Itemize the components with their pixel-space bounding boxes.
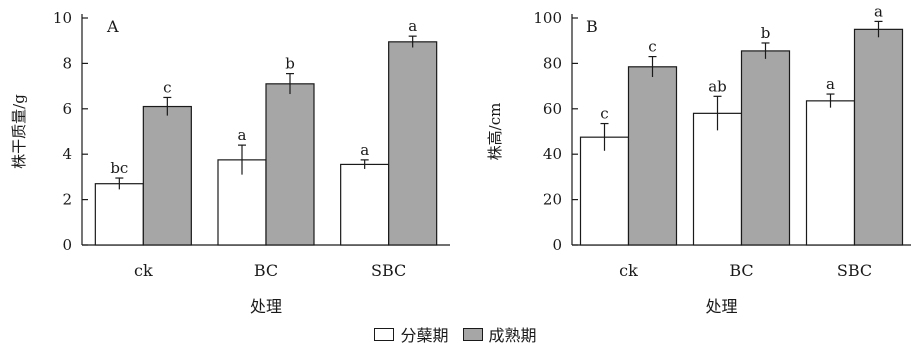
y-tick-label: 20 — [543, 191, 562, 209]
bar — [692, 112, 743, 246]
bar — [627, 66, 678, 246]
bar — [805, 100, 856, 246]
y-axis-label: 株干质量/g — [10, 94, 28, 169]
significance-letter: b — [761, 24, 771, 42]
y-tick-label: 8 — [62, 54, 72, 72]
y-axis-label: 株高/cm — [486, 103, 504, 161]
bar — [579, 136, 630, 246]
y-tick-label: 80 — [543, 54, 562, 72]
panel-label: A — [106, 17, 119, 36]
bar — [388, 41, 438, 246]
significance-letter: a — [238, 126, 247, 144]
x-tick-label: BC — [254, 261, 278, 280]
panel-label: B — [586, 17, 598, 36]
legend-label-maturity: 成熟期 — [488, 326, 537, 345]
bar — [340, 163, 390, 246]
legend-swatch-maturity — [462, 327, 483, 341]
bar — [853, 28, 904, 246]
significance-letter: b — [285, 55, 295, 73]
x-tick-label: ck — [134, 261, 153, 280]
bar — [142, 105, 192, 246]
legend: 分蘖期 成熟期 — [0, 322, 911, 346]
bar — [94, 183, 144, 246]
significance-letter: a — [826, 75, 835, 93]
significance-letter: ab — [708, 77, 727, 95]
y-tick-label: 6 — [62, 100, 72, 118]
significance-letter: a — [360, 141, 369, 159]
bar — [265, 83, 315, 246]
x-axis-label: 处理 — [250, 297, 282, 316]
significance-letter: a — [408, 17, 417, 35]
bar — [740, 50, 791, 246]
y-tick-label: 2 — [62, 191, 72, 209]
significance-letter: c — [648, 38, 656, 56]
legend-item-tillering: 分蘖期 — [374, 322, 449, 346]
x-tick-label: SBC — [371, 261, 406, 280]
legend-label-tillering: 分蘖期 — [400, 326, 449, 345]
significance-letter: c — [600, 105, 608, 123]
y-tick-label: 40 — [543, 145, 562, 163]
significance-letter: bc — [110, 159, 128, 177]
legend-swatch-tillering — [374, 327, 395, 341]
significance-letter: c — [163, 78, 171, 96]
chart-panel-a: 0 2 4 6 8 10 A 株干质量/g 处理 ck bc c BC a b SBC a a — [10, 9, 450, 316]
y-tick-label: 100 — [533, 9, 562, 27]
x-tick-label: BC — [729, 261, 753, 280]
y-tick-label: 0 — [552, 236, 562, 254]
chart-panel-b: 0 20 40 60 80 100 B 株高/cm 处理 ck c c BC ab b SBC a a — [486, 2, 911, 316]
y-tick-label: 4 — [62, 145, 72, 163]
x-axis-label: 处理 — [705, 297, 737, 316]
y-tick-label: 0 — [62, 236, 72, 254]
legend-item-maturity: 成熟期 — [462, 322, 537, 346]
x-tick-label: ck — [619, 261, 638, 280]
x-tick-label: SBC — [837, 261, 872, 280]
y-tick-label: 60 — [543, 100, 562, 118]
y-tick-label: 10 — [53, 9, 72, 27]
significance-letter: a — [874, 2, 883, 20]
